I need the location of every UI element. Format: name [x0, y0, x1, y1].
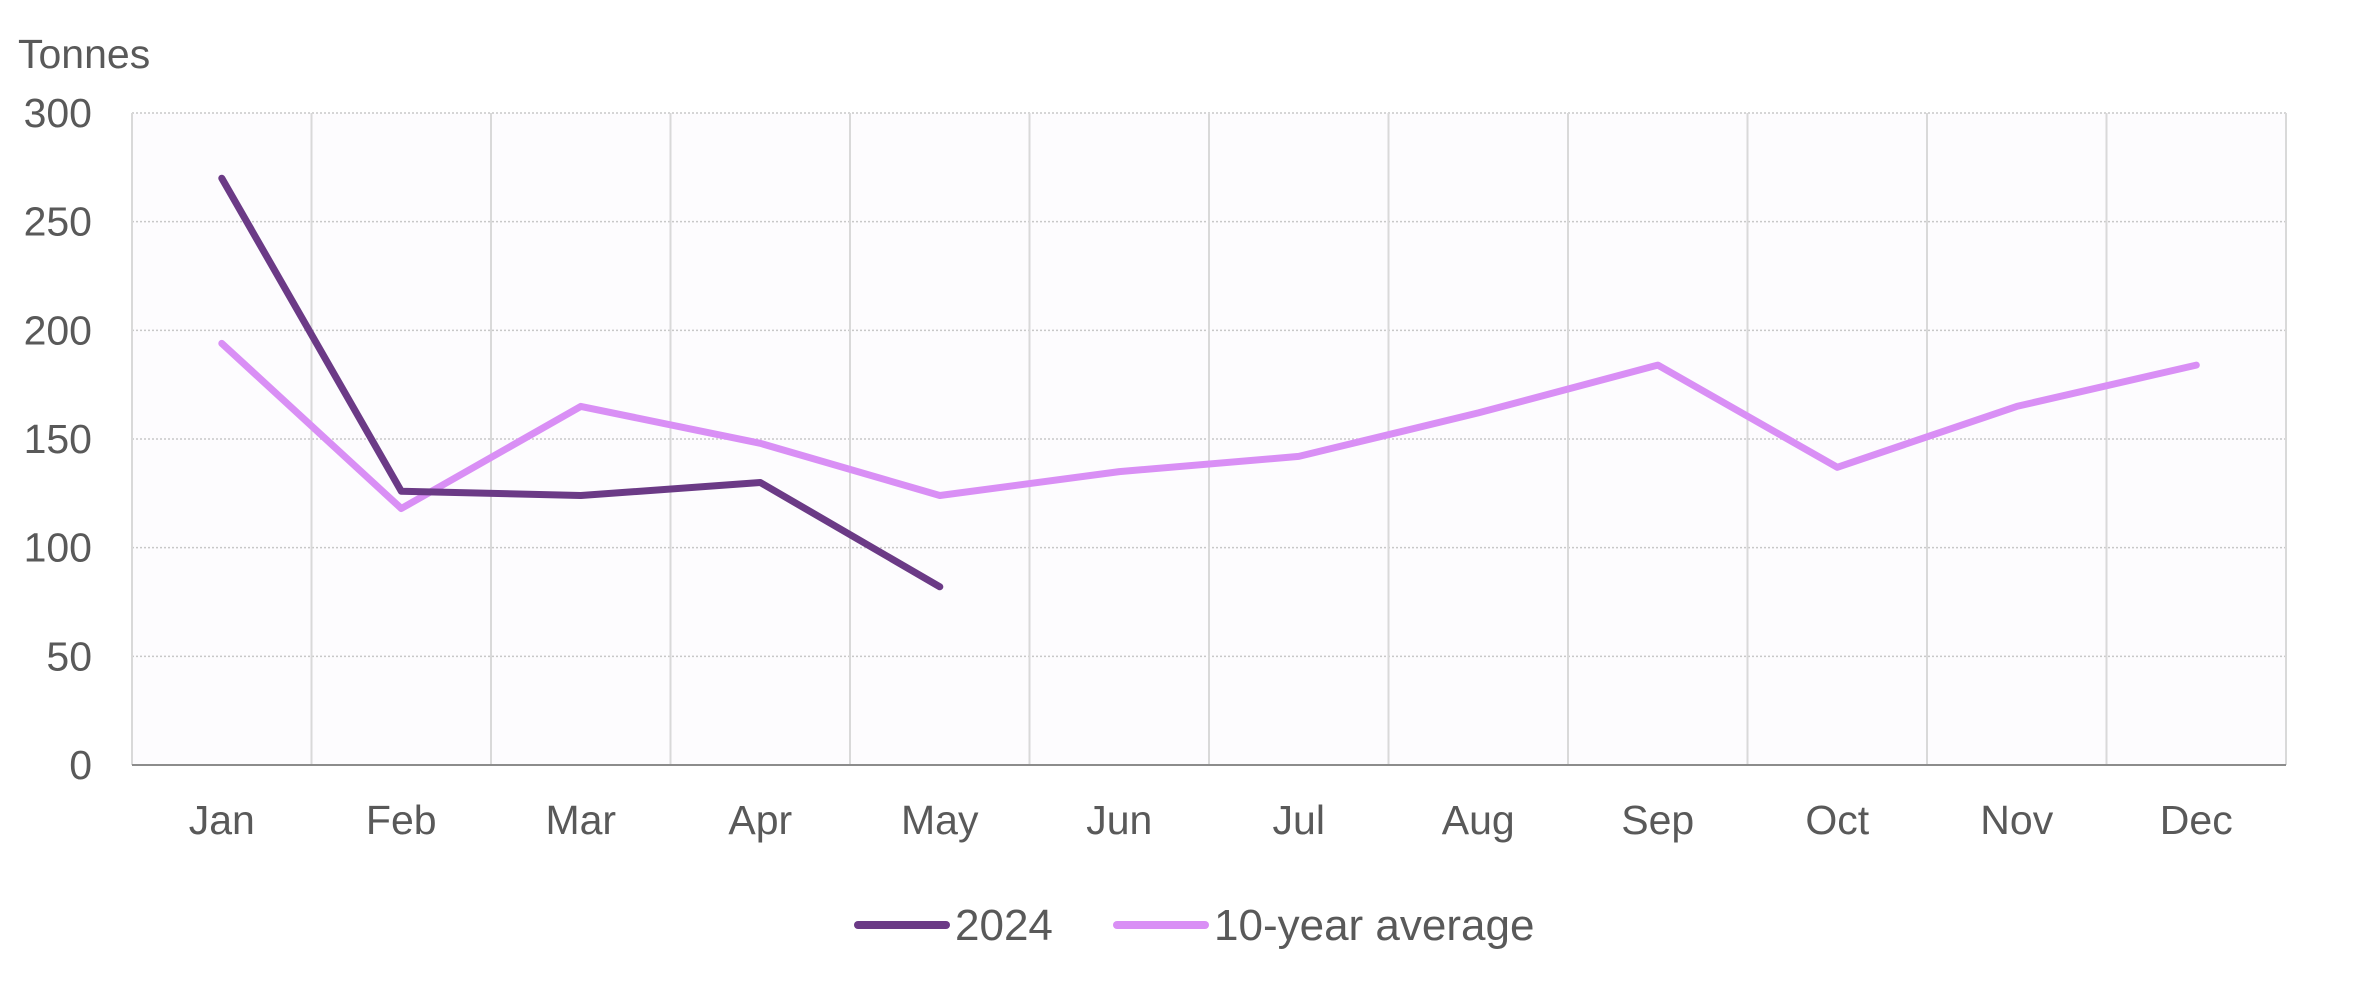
x-tick-label: Jun — [1086, 797, 1152, 843]
x-tick-label: Jan — [189, 797, 255, 843]
y-axis-title: Tonnes — [18, 31, 150, 77]
x-tick-label: May — [901, 797, 979, 843]
x-tick-label: Nov — [1980, 797, 2053, 843]
x-tick-label: Jul — [1273, 797, 1325, 843]
y-tick-label: 200 — [24, 307, 92, 353]
x-tick-label: Sep — [1621, 797, 1694, 843]
x-tick-label: Oct — [1805, 797, 1869, 843]
x-tick-label: Apr — [728, 797, 792, 843]
x-tick-label: Aug — [1442, 797, 1515, 843]
series-line-2024 — [218, 174, 944, 591]
y-tick-label: 150 — [24, 416, 92, 462]
y-tick-label: 0 — [69, 742, 92, 788]
series-line-10-year-average — [218, 339, 2200, 512]
legend: 2024 10-year average — [854, 901, 1534, 950]
y-axis-ticks: 0 50 100 150 200 250 300 — [24, 90, 92, 788]
y-tick-label: 50 — [46, 633, 92, 679]
legend-label-10-year-average: 10-year average — [1214, 901, 1534, 950]
legend-label-2024: 2024 — [955, 901, 1053, 950]
gridlines — [131, 112, 2287, 766]
y-tick-label: 300 — [24, 90, 92, 136]
y-tick-label: 100 — [24, 525, 92, 571]
x-tick-label: Dec — [2160, 797, 2233, 843]
x-axis-ticks: Jan Feb Mar Apr May Jun Jul Aug Sep Oct Nov Dec — [189, 797, 2233, 843]
series-lines — [218, 174, 2200, 591]
x-tick-label: Mar — [545, 797, 616, 843]
y-tick-label: 250 — [24, 199, 92, 245]
x-tick-label: Feb — [366, 797, 437, 843]
